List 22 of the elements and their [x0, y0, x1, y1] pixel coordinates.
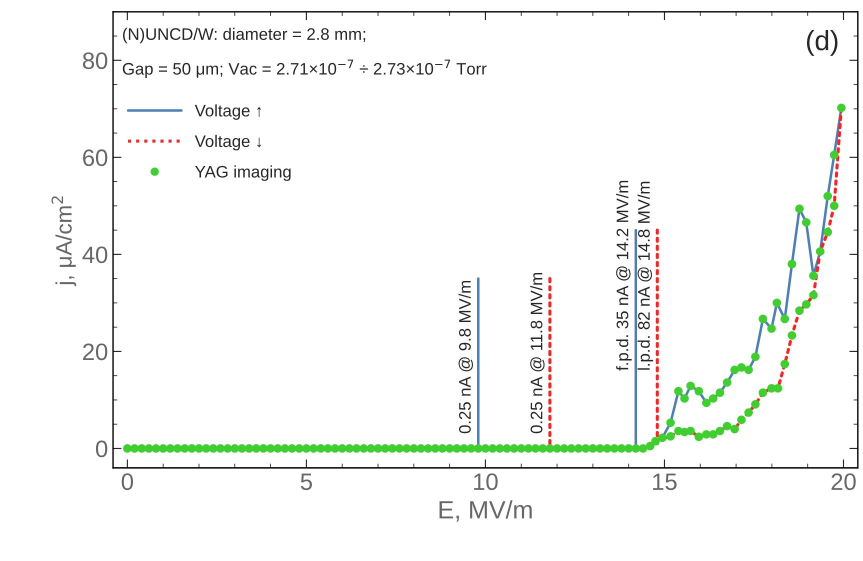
legend-label: Voltage ↑ [194, 104, 262, 120]
annotation: Gap = 50 μm; Vac = 2.71×10$^{−7}$ ÷ 2.73×10$^{−7}$ Torr [122, 60, 486, 78]
y-tick-label: 60 [83, 149, 108, 166]
y-tick-label: 0 [96, 440, 108, 458]
x-tick-label: 10 [474, 473, 498, 490]
annotation: (N)UNCD/W: diameter = 2.8 mm; [123, 28, 366, 44]
y-tick-label: 40 [82, 246, 108, 264]
annotation: f.p.d. 35 nA @ 14.2 MV/m [616, 180, 632, 371]
annotation: 0.25 nA @ 9.8 MV/m [458, 280, 473, 434]
annotation: (d) [806, 30, 838, 56]
y-axis-title: j, μA/cm$^{2}$ [51, 196, 76, 286]
annotation: 0.25 nA @ 11.8 MV/m [530, 272, 545, 434]
x-tick-label: 15 [653, 474, 677, 490]
y-tick-label: 80 [82, 52, 108, 70]
y-tick-label: 20 [83, 343, 108, 360]
x-tick-label: 5 [300, 474, 312, 490]
x-axis-title: E, MV/m [440, 500, 532, 522]
annotation: l.p.d. 82 nA @ 14.8 MV/m [638, 182, 654, 370]
x-tick-label: 20 [832, 473, 856, 490]
legend-label: YAG imaging [195, 165, 291, 181]
x-tick-label: 0 [122, 473, 134, 490]
legend-label: Voltage ↓ [194, 134, 262, 150]
